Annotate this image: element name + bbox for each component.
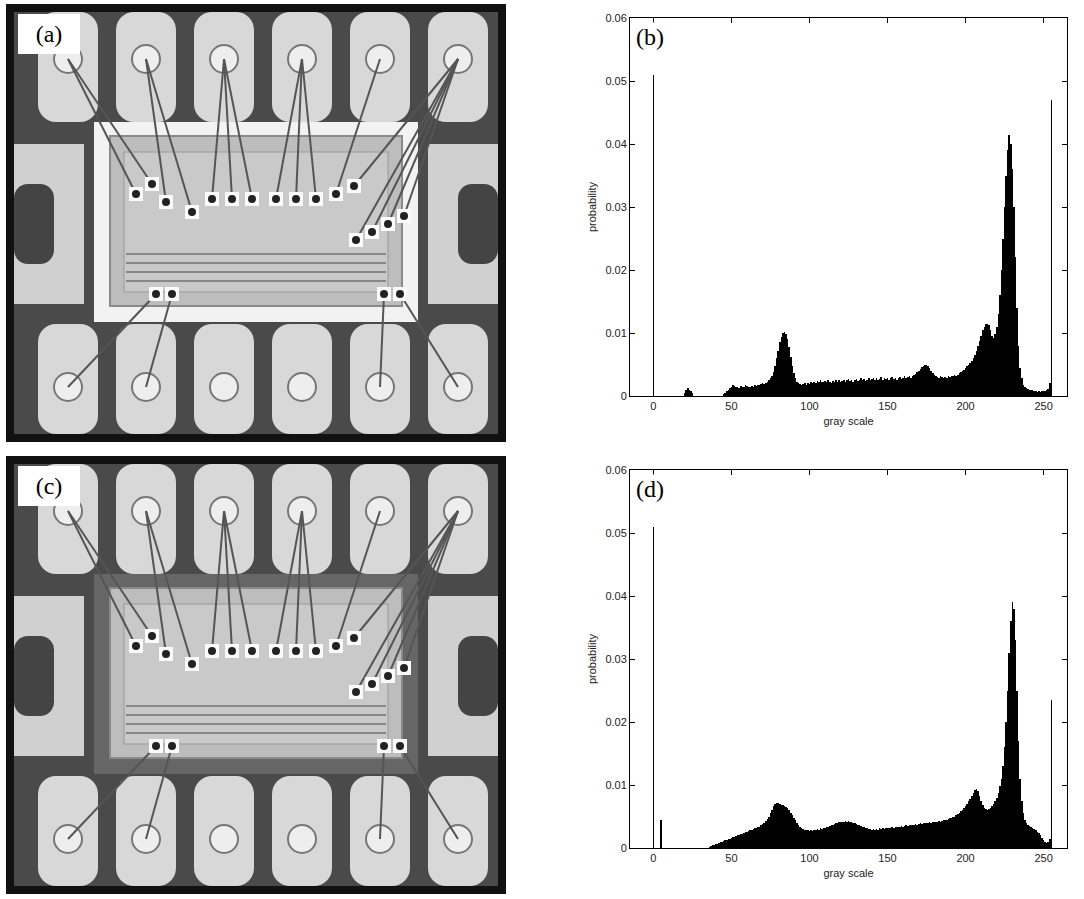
svg-text:250: 250: [1034, 400, 1052, 412]
svg-text:250: 250: [1034, 852, 1052, 864]
svg-text:100: 100: [800, 852, 818, 864]
svg-text:0.01: 0.01: [605, 779, 626, 791]
svg-text:0.04: 0.04: [605, 138, 626, 150]
svg-text:0.03: 0.03: [605, 201, 626, 213]
svg-text:150: 150: [878, 852, 896, 864]
svg-text:0: 0: [650, 400, 656, 412]
svg-text:0.01: 0.01: [605, 327, 626, 339]
svg-text:0.05: 0.05: [605, 75, 626, 87]
svg-text:(c): (c): [36, 473, 63, 499]
svg-text:(d): (d): [636, 476, 664, 502]
svg-text:0.03: 0.03: [605, 653, 626, 665]
svg-text:0.06: 0.06: [605, 12, 626, 24]
svg-text:200: 200: [956, 400, 974, 412]
svg-text:0.05: 0.05: [605, 527, 626, 539]
svg-text:(b): (b): [636, 24, 664, 50]
svg-text:0: 0: [650, 852, 656, 864]
svg-text:gray scale: gray scale: [823, 867, 873, 879]
svg-text:probability: probability: [586, 181, 598, 232]
svg-text:150: 150: [878, 400, 896, 412]
svg-text:50: 50: [725, 400, 737, 412]
svg-text:0.04: 0.04: [605, 590, 626, 602]
svg-text:0.02: 0.02: [605, 264, 626, 276]
svg-text:0: 0: [621, 842, 627, 854]
svg-text:100: 100: [800, 400, 818, 412]
svg-text:0.02: 0.02: [605, 716, 626, 728]
svg-text:(a): (a): [36, 21, 63, 47]
svg-text:0.06: 0.06: [605, 464, 626, 476]
svg-text:0: 0: [621, 390, 627, 402]
svg-text:gray scale: gray scale: [823, 415, 873, 427]
svg-text:200: 200: [956, 852, 974, 864]
svg-text:probability: probability: [586, 633, 598, 684]
svg-text:50: 50: [725, 852, 737, 864]
